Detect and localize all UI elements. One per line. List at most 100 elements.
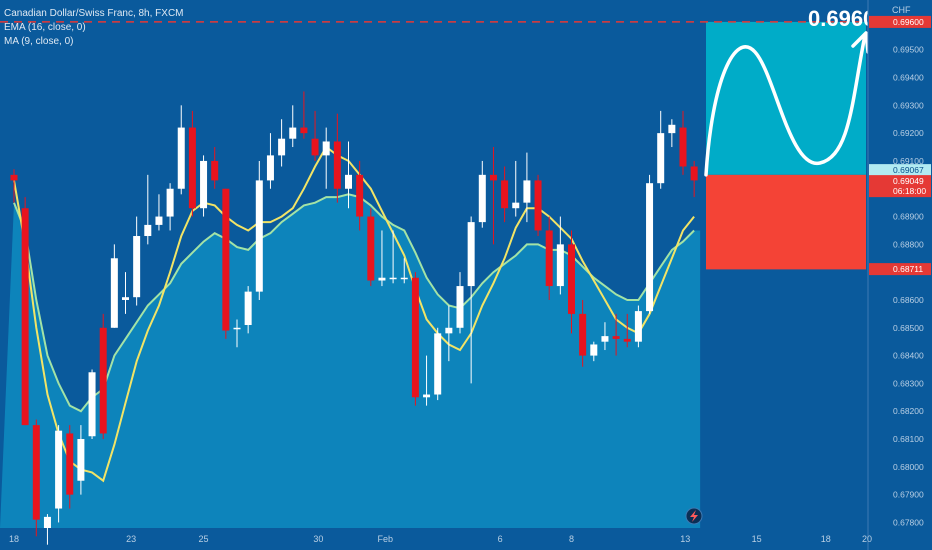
- candle[interactable]: [255, 160, 263, 300]
- candle[interactable]: [155, 194, 163, 231]
- ma-indicator-label[interactable]: MA (9, close, 0): [4, 36, 74, 47]
- candle-body: [122, 297, 129, 300]
- candle[interactable]: [690, 160, 698, 198]
- candle[interactable]: [99, 313, 107, 440]
- candle-body: [378, 277, 386, 281]
- candle[interactable]: [489, 147, 497, 245]
- candle-body: [423, 394, 431, 398]
- candle[interactable]: [233, 319, 241, 348]
- candle[interactable]: [579, 299, 587, 367]
- candle[interactable]: [211, 147, 219, 189]
- candle-body: [133, 236, 141, 298]
- candle[interactable]: [456, 272, 464, 334]
- ema-indicator-label[interactable]: EMA (16, close, 0): [4, 22, 86, 33]
- candle[interactable]: [356, 160, 364, 231]
- y-tick-label: 0.68800: [893, 239, 924, 249]
- candle[interactable]: [501, 166, 509, 223]
- candle[interactable]: [10, 169, 18, 203]
- candle[interactable]: [311, 110, 319, 161]
- candle-body: [88, 372, 96, 437]
- candle-body: [690, 166, 698, 181]
- candle[interactable]: [77, 425, 85, 495]
- price-tag: [869, 164, 931, 177]
- candle-body: [389, 277, 397, 280]
- candle[interactable]: [400, 258, 408, 284]
- candle-body: [188, 127, 196, 209]
- candle[interactable]: [568, 230, 575, 334]
- candle-body: [512, 202, 520, 209]
- candle[interactable]: [389, 230, 397, 284]
- candle-body: [434, 333, 442, 395]
- candle[interactable]: [177, 105, 185, 195]
- x-tick-label: 18: [9, 534, 19, 544]
- candle[interactable]: [657, 110, 665, 189]
- candle[interactable]: [623, 313, 631, 348]
- candle[interactable]: [66, 425, 74, 509]
- candle[interactable]: [43, 514, 51, 545]
- price-tag-text: 0.68711: [893, 264, 923, 274]
- candle[interactable]: [289, 105, 297, 148]
- candle-body: [289, 127, 297, 139]
- candle[interactable]: [523, 152, 531, 223]
- candle-body: [556, 244, 564, 287]
- candle[interactable]: [244, 286, 252, 334]
- candle[interactable]: [55, 425, 63, 523]
- candle[interactable]: [122, 272, 129, 314]
- candle[interactable]: [634, 305, 642, 348]
- candle[interactable]: [556, 216, 564, 295]
- candle-body: [211, 160, 219, 181]
- candle[interactable]: [612, 313, 620, 356]
- candle[interactable]: [512, 160, 520, 217]
- candle[interactable]: [378, 230, 386, 287]
- candle[interactable]: [590, 341, 598, 362]
- candle[interactable]: [166, 183, 174, 231]
- stop-loss-zone: [706, 174, 866, 270]
- candle[interactable]: [534, 174, 542, 237]
- candle[interactable]: [88, 369, 96, 440]
- candle[interactable]: [423, 355, 431, 406]
- candle[interactable]: [467, 216, 475, 384]
- candle[interactable]: [222, 188, 230, 339]
- candle[interactable]: [300, 91, 308, 139]
- lightning-icon[interactable]: [685, 507, 703, 525]
- candle-body: [668, 124, 676, 134]
- price-tag: [869, 263, 931, 276]
- candle[interactable]: [668, 119, 676, 148]
- candle-body: [43, 516, 51, 528]
- candle[interactable]: [133, 216, 141, 306]
- y-tick-label: 0.68900: [893, 212, 924, 222]
- candle-body: [545, 230, 553, 287]
- candle[interactable]: [32, 419, 40, 537]
- candle[interactable]: [266, 133, 274, 189]
- candle[interactable]: [445, 305, 453, 362]
- candle-body: [144, 224, 152, 237]
- candle[interactable]: [200, 155, 208, 217]
- candle[interactable]: [545, 216, 553, 300]
- symbol-title[interactable]: Canadian Dollar/Swiss Franc, 8h, FXCM: [4, 8, 184, 19]
- x-tick-label: 18: [821, 534, 831, 544]
- candle-body: [77, 439, 85, 481]
- x-tick-label: 30: [313, 534, 323, 544]
- candle[interactable]: [21, 197, 29, 426]
- x-tick-label: 13: [680, 534, 690, 544]
- candle[interactable]: [188, 110, 196, 217]
- candle[interactable]: [144, 174, 152, 245]
- candle[interactable]: [679, 110, 687, 175]
- candle[interactable]: [601, 322, 609, 351]
- candle-body: [110, 258, 118, 328]
- arrow-head: [851, 31, 870, 54]
- y-tick-label: 0.69200: [893, 128, 924, 138]
- candle[interactable]: [278, 119, 286, 167]
- candle[interactable]: [322, 127, 330, 189]
- candle[interactable]: [478, 160, 486, 228]
- candle[interactable]: [110, 244, 118, 328]
- candle-body: [311, 138, 319, 156]
- candle[interactable]: [333, 113, 341, 203]
- candle-body: [278, 138, 286, 156]
- candle[interactable]: [434, 327, 442, 401]
- candle[interactable]: [367, 208, 375, 287]
- candle[interactable]: [345, 141, 352, 209]
- candle[interactable]: [646, 174, 654, 314]
- candle[interactable]: [411, 272, 419, 406]
